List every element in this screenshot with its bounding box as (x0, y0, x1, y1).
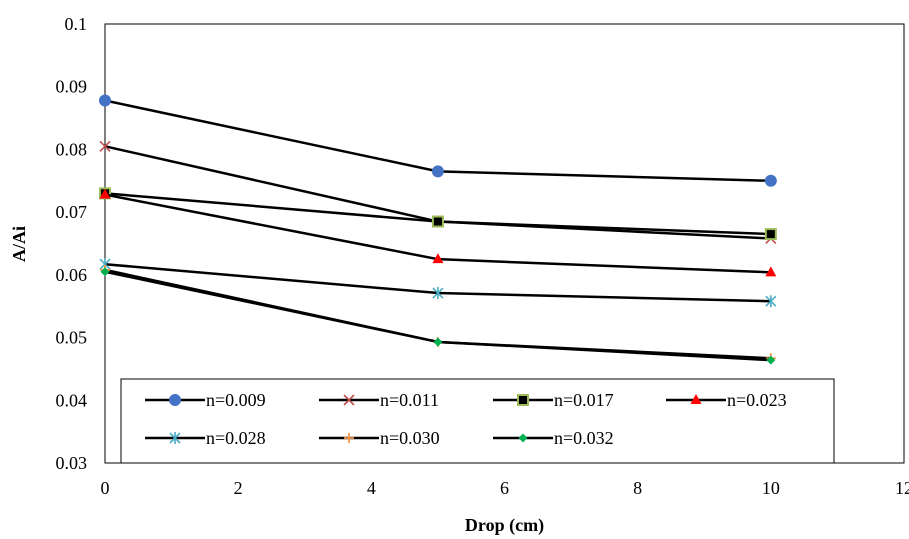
legend-label: n=0.017 (554, 390, 614, 410)
series-7 (100, 267, 776, 365)
legend-entry: n=0.030 (319, 428, 440, 448)
legend-label: n=0.030 (380, 428, 440, 448)
legend: n=0.009 n=0.011 n=0.017 n=0.023 n=0.028 n=0.0… (120, 378, 835, 464)
data-point (764, 228, 777, 241)
series-layer (99, 94, 777, 365)
y-axis-label: A/Ai (9, 226, 29, 262)
y-tick-label: 0.08 (56, 139, 88, 159)
data-point (100, 267, 110, 277)
legend-marker (169, 432, 181, 444)
x-axis-label: Drop (cm) (465, 515, 544, 536)
data-point (99, 140, 111, 152)
data-point (99, 94, 111, 107)
data-point (431, 165, 444, 178)
y-tick-label: 0.07 (56, 202, 88, 222)
series-1 (99, 94, 777, 187)
data-point (433, 337, 443, 347)
data-point (765, 266, 777, 277)
legend-marker (343, 394, 355, 406)
data-point (765, 295, 777, 308)
x-tick-label: 12 (895, 478, 909, 498)
data-point (99, 188, 111, 199)
legend-marker (518, 433, 528, 443)
series-3 (99, 187, 777, 241)
legend-entry: n=0.028 (145, 428, 266, 448)
series-5 (99, 258, 777, 308)
data-point (766, 355, 776, 365)
legend-entry: n=0.009 (145, 390, 266, 410)
legend-entry: n=0.023 (666, 390, 787, 410)
series-4 (99, 188, 777, 277)
y-tick-label: 0.09 (56, 77, 88, 97)
x-tick-label: 10 (762, 478, 780, 498)
x-tick-label: 6 (500, 478, 509, 498)
legend-label: n=0.032 (554, 428, 614, 448)
data-point (432, 253, 444, 264)
y-tick-label: 0.03 (56, 453, 88, 473)
x-tick-label: 0 (101, 478, 110, 498)
legend-label: n=0.009 (206, 390, 266, 410)
y-tick-label: 0.1 (65, 14, 88, 34)
legend-label: n=0.011 (380, 390, 439, 410)
data-point (432, 287, 444, 300)
legend-marker (169, 394, 181, 406)
legend-marker (344, 433, 354, 443)
series-2 (99, 140, 777, 245)
x-axis-ticks: 0 2 4 6 8 10 12 (101, 478, 909, 498)
legend-box (120, 378, 835, 464)
legend-entry: n=0.017 (493, 390, 614, 410)
legend-entry: n=0.011 (319, 390, 439, 410)
series-6 (100, 264, 776, 364)
legend-marker (690, 394, 702, 404)
legend-entry: n=0.032 (493, 428, 614, 448)
y-tick-label: 0.04 (56, 390, 88, 410)
data-point (764, 174, 777, 187)
y-tick-label: 0.06 (56, 265, 88, 285)
legend-label: n=0.028 (206, 428, 266, 448)
legend-marker (517, 394, 529, 406)
y-axis-ticks: 0.03 0.04 0.05 0.06 0.07 0.08 0.09 0.1 (56, 14, 88, 473)
y-tick-label: 0.05 (56, 328, 88, 348)
data-point (431, 215, 444, 228)
x-tick-label: 8 (633, 478, 642, 498)
legend-items: n=0.009 n=0.011 n=0.017 n=0.023 n=0.028 n=0.0… (145, 390, 787, 448)
x-tick-label: 4 (367, 478, 376, 498)
legend-label: n=0.023 (727, 390, 787, 410)
x-tick-label: 2 (234, 478, 243, 498)
